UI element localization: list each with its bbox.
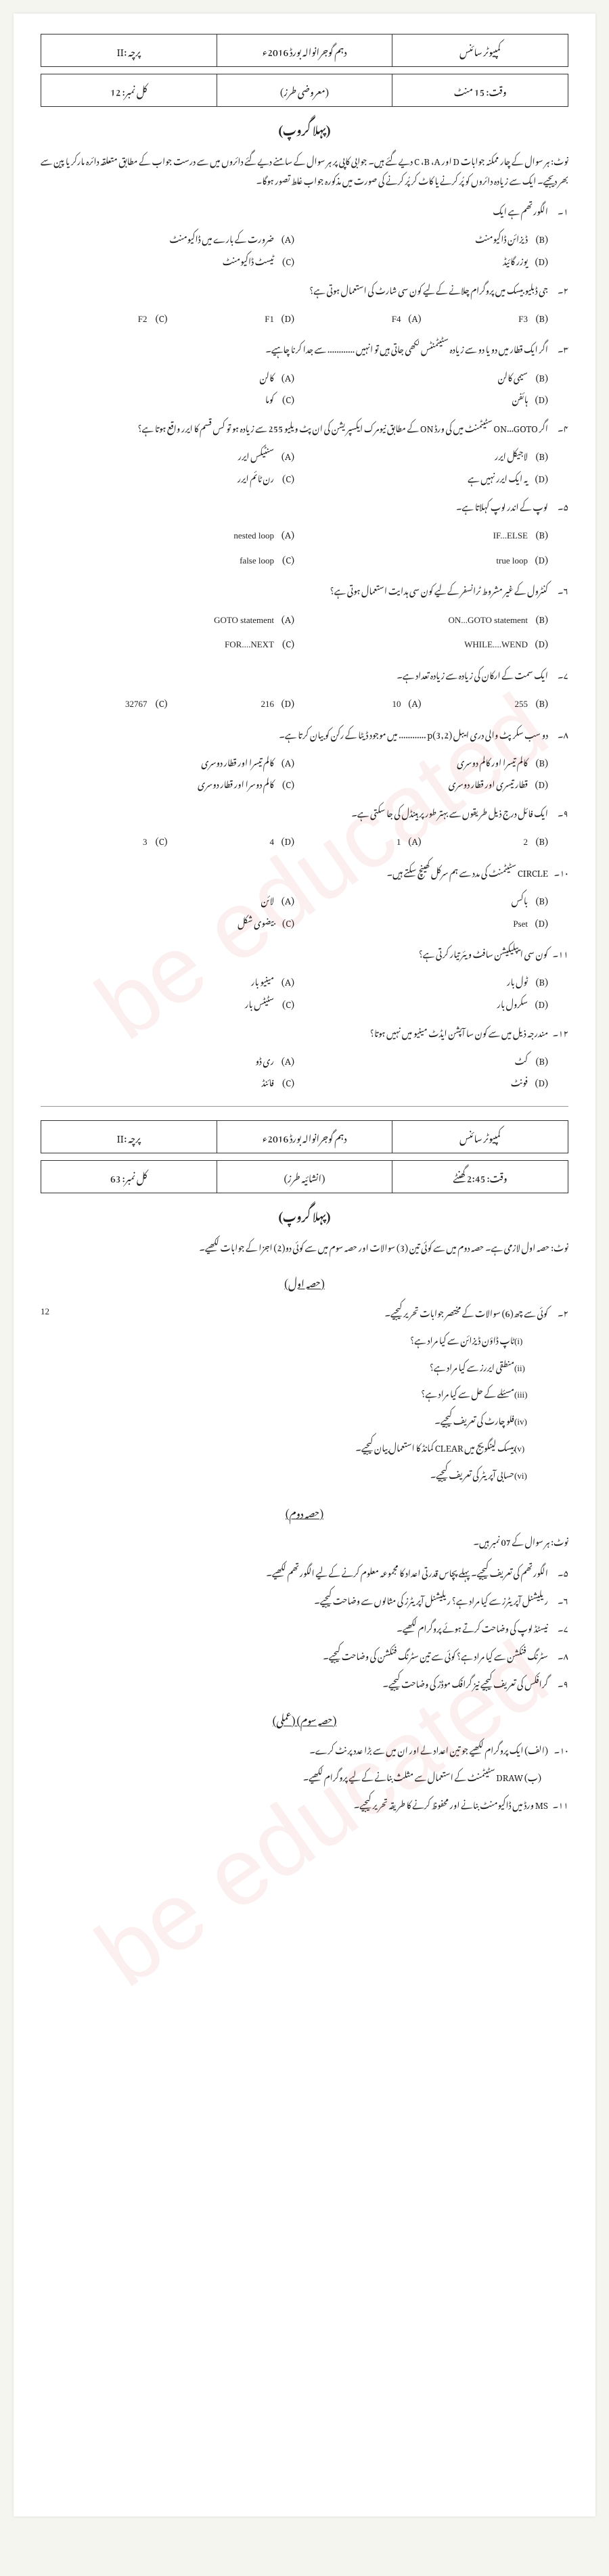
q2-opts: (B)F3 (A)F4 (D)F1 (C)F2	[41, 306, 548, 331]
q10-opts: (B)باکس (A)لائن (D)Pset (C)بیضوی شکل	[41, 888, 548, 935]
p10a: ۱۰۔(الف) ایک پروگرام لکھیے جو تین اعداد …	[41, 1738, 568, 1759]
section-2-title: (حصہ دوم)	[41, 1498, 568, 1524]
sub-iii: (iii)مسئلے کے حل سے کیا مراد ہے؟	[41, 1382, 541, 1405]
q12-opts: (B)کٹ (A)ری ڈو (D)فونٹ (C)فائنڈ	[41, 1049, 548, 1092]
header-objective: کمپیوٹر سائنس دہم گوجرانوالہ بورڈ 2016ء …	[41, 34, 568, 67]
q4: ۴۔اگر ON...GOTO سٹیٹمنٹ میں کی ورڈ ON کے…	[41, 416, 568, 437]
paper: پرچہ :II	[41, 34, 217, 66]
time: وقت: 15 منٹ	[392, 74, 568, 106]
time2: وقت: 2:45 گھنٹے	[392, 1161, 568, 1193]
subject2: کمپیوٹر سائنس	[392, 1121, 568, 1153]
sub-i: (i)ٹاپ ڈاؤن ڈیزائن سے کیا مراد ہے؟	[41, 1329, 541, 1352]
sub-vi: (vi)حسابی آپریٹر کی تعریف کیجیے۔	[41, 1463, 541, 1486]
lq5: ۵۔الگورتھم کی تعریف کیجیے۔ پہلے پچاس قدر…	[41, 1561, 568, 1582]
q7: ۷۔ایک سمت کے ارکان کی زیادہ سے زیادہ تعد…	[41, 663, 568, 684]
q9-opts: (B)2 (A)1 (D)4 (C)3	[41, 829, 548, 854]
q3: ۳۔اگر ایک قطار میں دو یا دو سے زیادہ سٹی…	[41, 337, 568, 358]
q12: ۱۲۔مندرجہ ذیل میں سے کون سا آپشن ایڈٹ می…	[41, 1021, 568, 1042]
q7-opts: (B)255 (A)10 (D)216 (C)32767	[41, 691, 548, 716]
subject: کمپیوٹر سائنس	[392, 34, 568, 66]
sub-iv: (iv)فلو چارٹ کی تعریف کیجیے۔	[41, 1409, 541, 1432]
instructions-2: نوٹ: حصہ اول لازمی ہے۔ حصہ دوم میں سے کو…	[41, 1237, 568, 1256]
paper2: پرچہ :II	[41, 1121, 217, 1153]
p11: ۱۱۔MS ورڈ میں ڈاکیومنٹ بنانے اور محفوظ ک…	[41, 1793, 568, 1814]
q2: ۲۔جی ڈبلیو بیسک میں پروگرام چلانے کے لیے…	[41, 278, 568, 299]
header-objective-2: وقت: 15 منٹ (معروضی طرز) کل نمبر: 12	[41, 74, 568, 107]
total2: کل نمبر: 63	[41, 1161, 217, 1193]
q9: ۹۔ایک فائل درج ذیل طریقوں سے بہتر طور پر…	[41, 801, 568, 822]
instructions: نوٹ: ہر سوال کے چار ممکنہ جوابات D اور C…	[41, 150, 568, 189]
total: کل نمبر: 12	[41, 74, 217, 106]
q3-opts: (B)سیمی کالن (A)کالن (D)ہائفن (C)کوما	[41, 365, 548, 409]
sub-v: (v)بیسک لینگویج میں CLEAR کمانڈ کا استعم…	[41, 1436, 541, 1459]
lq9: ۹۔گرافکس کی تعریف کیجیے نیز گرافک موڈز ک…	[41, 1672, 568, 1693]
p10b: (ب) DRAW سٹیٹمنٹ کے استعمال سے مثلث بنان…	[41, 1766, 541, 1786]
q8: ۸۔دو سب سکرپٹ والی دری ایبل (p(3,2 .....…	[41, 722, 568, 743]
q6-opts: (B)ON...GOTO statement (A)GOTO statement…	[41, 607, 548, 656]
q5-opts: (B)IF...ELSE (A)nested loop (D)true loop…	[41, 522, 548, 572]
q1-opts: (B)ڈیزائن ڈاکیومنٹ (A)ضرورت کے بارے میں …	[41, 227, 548, 271]
group-title-2: (پہلا گروپ)	[41, 1201, 568, 1228]
q11: ۱۱۔کون سی ایپلیکیشن سافٹ ویئر تیار کرتی …	[41, 942, 568, 963]
header-subjective-2: وقت: 2:45 گھنٹے (انشائیہ طرز) کل نمبر: 6…	[41, 1160, 568, 1193]
header-subjective: کمپیوٹر سائنس دہم گوجرانوالہ بورڈ 2016ء …	[41, 1120, 568, 1153]
board2: دہم گوجرانوالہ بورڈ 2016ء	[217, 1121, 392, 1153]
q11-opts: (B)ٹول بار (A)مینیو بار (D)سکرول بار (C)…	[41, 969, 548, 1013]
q10: ۱۰۔CIRCLE سٹیٹمنٹ کی مدد سے ہم سرکل کھین…	[41, 860, 568, 881]
q8-opts: (B)کالم تیسرا اور کالم دوسری (A)کالم تیس…	[41, 750, 548, 794]
q2-main: ۲۔کوئی سے چھ(6) سوالات کے مختصر جوابات ت…	[41, 1301, 568, 1322]
group-title: (پہلا گروپ)	[41, 115, 568, 142]
sub-ii: (ii)منطقی ایررز سے کیا مراد ہے؟	[41, 1356, 541, 1379]
q6: ۶۔کنٹرول کے غیر مشروط ٹرانسفر کے لیے کون…	[41, 578, 568, 599]
lq6: ۶۔ریلیشنل آپریٹرز سے کیا مراد ہے؟ ریلیشن…	[41, 1588, 568, 1609]
q5: ۵۔لوپ کے اندر لوپ کہلاتا ہے۔	[41, 495, 568, 515]
section-3-title: (حصہ سوم) (عملی)	[41, 1705, 568, 1731]
board: دہم گوجرانوالہ بورڈ 2016ء	[217, 34, 392, 66]
type: (معروضی طرز)	[217, 74, 392, 106]
lq8: ۸۔سٹرنگ فنکشن سے کیا مراد ہے؟ کوئی سے تی…	[41, 1644, 568, 1665]
note-3: نوٹ: ہر سوال کے 07 نمبر ہیں۔	[41, 1531, 568, 1550]
type2: (انشائیہ طرز)	[217, 1161, 392, 1193]
section-1-title: (حصہ اول)	[41, 1268, 568, 1294]
lq7: ۷۔نیسٹڈ لوپ کی وضاحت کرتے ہوئے پروگرام ل…	[41, 1616, 568, 1637]
q4-opts: (B)لاجیکل ایرر (A)سنٹیکس ایرر (D)یہ ایک …	[41, 444, 548, 488]
q1: ۱۔الگورتھم ہے ایک	[41, 199, 568, 220]
